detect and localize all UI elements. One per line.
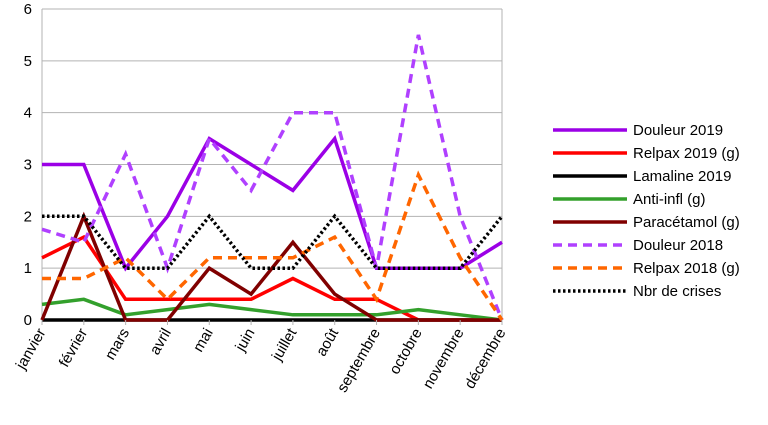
x-axis: janvier février mars avril mai juin juillet aoû… bbox=[12, 320, 509, 395]
x-tick-label: décembre bbox=[461, 326, 509, 392]
x-tick-label: janvier bbox=[12, 325, 49, 373]
series-line-anti-infl-g- bbox=[41, 297, 503, 322]
y-tick-label: 3 bbox=[24, 157, 32, 174]
x-tick-label: mars bbox=[102, 326, 133, 363]
legend-label: Anti-infl (g) bbox=[633, 191, 706, 208]
x-tick-label: novembre bbox=[420, 326, 468, 392]
x-tick-label: octobre bbox=[386, 326, 426, 378]
y-tick-label: 0 bbox=[24, 312, 32, 329]
y-tick-label: 5 bbox=[24, 53, 32, 70]
x-tick-label: avril bbox=[146, 326, 174, 358]
x-tick-label: août bbox=[313, 325, 343, 360]
y-tick-label: 4 bbox=[24, 105, 32, 122]
series-line-nbr-de-crises bbox=[42, 213, 504, 270]
series-line-relpax-2018-g- bbox=[42, 170, 504, 321]
x-tick-label: juillet bbox=[268, 325, 301, 365]
legend: Douleur 2019 Relpax 2019 (g) Lamaline 2019… bbox=[553, 122, 740, 300]
x-tick-label: septembre bbox=[334, 326, 384, 396]
y-tick-label: 1 bbox=[24, 260, 32, 277]
legend-label: Douleur 2019 bbox=[633, 122, 723, 139]
grid-lines bbox=[42, 8, 502, 321]
series-line-douleur-2019 bbox=[42, 134, 503, 272]
y-tick-label: 6 bbox=[24, 1, 32, 18]
x-tick-label: mai bbox=[190, 326, 217, 355]
legend-label: Relpax 2018 (g) bbox=[633, 260, 740, 277]
series-line-parac-tamol-g- bbox=[40, 211, 502, 322]
x-tick-label: juin bbox=[232, 326, 259, 356]
y-axis: 0 1 2 3 4 5 6 bbox=[24, 1, 32, 329]
x-tick-label: février bbox=[56, 326, 92, 371]
legend-label: Nbr de crises bbox=[633, 283, 721, 300]
series-layer bbox=[40, 34, 504, 322]
y-tick-label: 2 bbox=[24, 208, 32, 225]
legend-label: Relpax 2019 (g) bbox=[633, 145, 740, 162]
series-line-douleur-2018 bbox=[41, 34, 504, 321]
legend-label: Douleur 2018 bbox=[633, 237, 723, 254]
legend-label: Paracétamol (g) bbox=[633, 214, 740, 231]
legend-label: Lamaline 2019 bbox=[633, 168, 731, 185]
